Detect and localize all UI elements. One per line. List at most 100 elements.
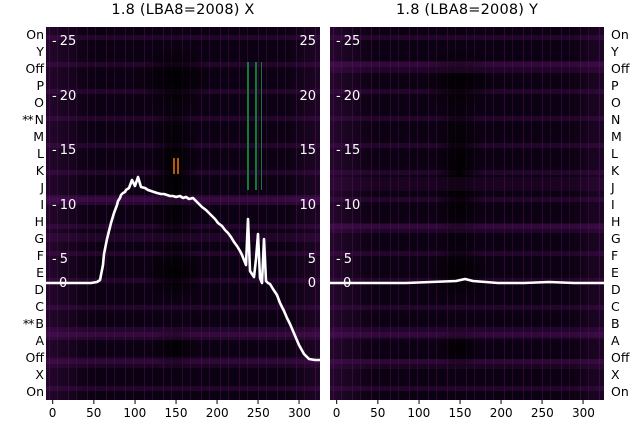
category-label-text: Off xyxy=(611,349,630,365)
category-label-y-1: Y xyxy=(0,46,47,59)
xtick-label: 150 xyxy=(164,406,188,420)
ytick-dash: - xyxy=(336,143,341,158)
category-label-text: P xyxy=(611,78,619,94)
category-label-text: D xyxy=(34,281,44,297)
category-label-text: Off xyxy=(25,349,44,365)
category-label-n-5: ** N xyxy=(0,114,47,127)
category-label-text: On xyxy=(611,383,629,399)
category-label-text: X xyxy=(611,366,620,382)
xtick-label: 50 xyxy=(86,406,102,420)
ytick-dash: - xyxy=(52,89,57,104)
ytick-label-x-0: 0 xyxy=(59,276,68,291)
category-label-off-19: Off xyxy=(606,349,640,365)
category-label-x-20: X xyxy=(606,366,640,382)
xtick-label: 100 xyxy=(123,406,147,420)
category-label-text: M xyxy=(611,129,622,145)
xtick-250: 250 xyxy=(247,400,270,420)
xtick-100: 100 xyxy=(407,400,430,420)
plot-area-x[interactable]: -25 -20 -15 -10 -5 0 25 20 15 10 5 xyxy=(46,27,320,400)
category-label-text: On xyxy=(26,383,44,399)
category-label-text: C xyxy=(35,298,44,314)
ytick-label-y-25: -25 xyxy=(336,34,361,49)
xtick-label: 150 xyxy=(448,406,472,420)
xtick-mark xyxy=(216,400,218,404)
category-label-f-13: F xyxy=(0,249,47,263)
category-label-e-14: E xyxy=(606,264,640,280)
ytick-label-x-right-25: 25 xyxy=(299,34,316,49)
category-label-x-20: X xyxy=(0,366,47,382)
category-label-k-8: K xyxy=(0,164,47,178)
xtick-label: 250 xyxy=(246,406,270,420)
category-label-text: F xyxy=(611,247,619,263)
category-label-b-17: ** B xyxy=(0,315,47,331)
xtick-mark xyxy=(52,400,54,404)
ytick-dash: - xyxy=(336,198,341,213)
category-label-l-7: L xyxy=(0,147,47,161)
category-label-text: Off xyxy=(25,61,44,77)
category-label-j-9: J xyxy=(0,181,47,195)
category-label-text: B xyxy=(35,315,44,331)
xtick-mark xyxy=(500,400,502,404)
category-label-m-6: M xyxy=(0,130,47,144)
ytick-label-x-right-5: 5 xyxy=(307,252,316,267)
category-label-a-18: A xyxy=(0,334,47,348)
category-label-text: K xyxy=(611,163,620,179)
ytick-dash: - xyxy=(336,34,341,49)
category-label-text: A xyxy=(611,332,620,348)
category-label-b-17: B xyxy=(606,317,640,331)
ytick-label-x-15: -15 xyxy=(52,143,77,158)
ytick-label-x-20: -20 xyxy=(52,89,77,104)
category-label-text: X xyxy=(35,366,44,382)
category-label-text: On xyxy=(611,27,629,43)
category-label-text: G xyxy=(34,230,44,246)
category-label-text: J xyxy=(611,180,615,196)
spectrogram-orange-marks-x xyxy=(173,158,180,174)
category-label-i-10: I xyxy=(0,198,47,212)
category-label-c-16: C xyxy=(0,298,47,314)
category-label-p-3: P xyxy=(0,80,47,93)
xtick-mark xyxy=(582,400,584,404)
xtick-mark xyxy=(175,400,177,404)
category-label-o-4: O xyxy=(0,97,47,110)
xtick-label: 0 xyxy=(332,406,341,420)
ytick-label-y-15: -15 xyxy=(336,143,361,158)
category-label-e-14: E xyxy=(0,266,47,280)
category-label-g-12: G xyxy=(0,230,47,246)
background-band-y-1 xyxy=(330,61,604,73)
xtick-250: 250 xyxy=(531,400,554,420)
xtick-mark xyxy=(377,400,379,404)
spectrogram-green-bars-x xyxy=(242,62,268,190)
background-blobs-y xyxy=(330,27,604,400)
ytick-label-y-10: -10 xyxy=(336,198,361,213)
category-label-n-5: N xyxy=(606,114,640,127)
background-band-x-3 xyxy=(46,327,320,340)
category-label-k-8: K xyxy=(606,163,640,179)
xtick-50: 50 xyxy=(370,400,385,420)
ytick-label-x-right-10: 10 xyxy=(299,198,316,213)
xtick-mark xyxy=(336,400,338,404)
category-label-text: On xyxy=(26,27,44,43)
xtick-mark xyxy=(93,400,95,404)
category-label-o-4: O xyxy=(606,97,640,110)
category-label-text: D xyxy=(611,281,621,297)
plot-area-y[interactable]: -25 -20 -15 -10 -5 0 xyxy=(330,27,604,400)
background-band-y-3 xyxy=(330,223,604,233)
xtick-mark xyxy=(134,400,136,404)
category-label-f-13: F xyxy=(606,247,640,263)
category-label-text: H xyxy=(34,213,44,229)
background-band-x-2 xyxy=(46,233,320,242)
category-label-text: Off xyxy=(611,61,630,77)
category-label-text: E xyxy=(611,264,619,280)
category-label-text: L xyxy=(611,146,618,162)
xtick-label: 50 xyxy=(370,406,386,420)
xtick-mark xyxy=(418,400,420,404)
category-label-off-19: Off xyxy=(0,349,47,365)
category-label-on-21: On xyxy=(606,383,640,399)
xtick-200: 200 xyxy=(206,400,229,420)
xtick-300: 300 xyxy=(288,400,311,420)
category-label-on-0: On xyxy=(0,29,47,42)
category-label-m-6: M xyxy=(606,129,640,145)
xtick-label: 300 xyxy=(571,406,595,420)
ytick-dash: - xyxy=(52,198,57,213)
